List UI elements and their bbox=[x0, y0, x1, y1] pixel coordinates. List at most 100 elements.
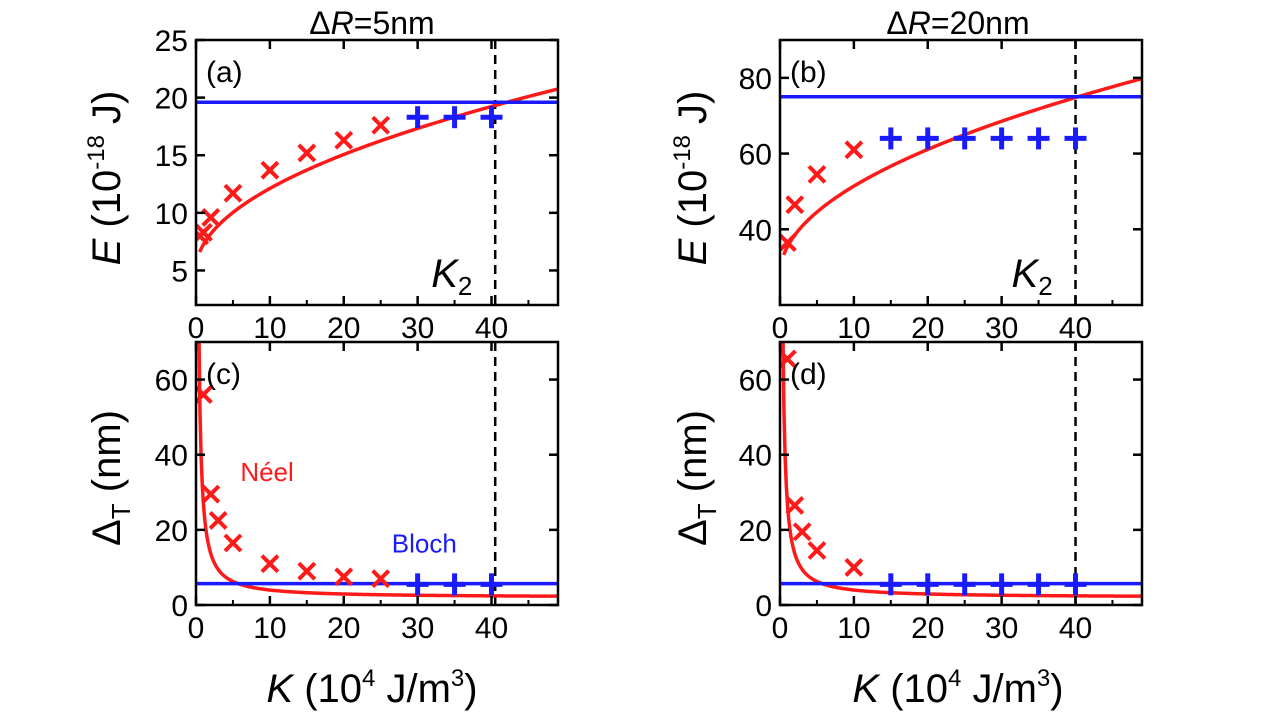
neel-label: Néel bbox=[240, 457, 293, 487]
neel-data-point bbox=[297, 143, 317, 163]
bloch-data-point bbox=[443, 106, 466, 129]
svg-text:ΔT (nm): ΔT (nm) bbox=[671, 410, 722, 546]
bloch-data-point bbox=[443, 573, 466, 596]
k2-label: K2 bbox=[431, 252, 472, 301]
svg-text:E (10-18 J): E (10-18 J) bbox=[83, 91, 129, 266]
bloch-data-point bbox=[1027, 573, 1050, 596]
y-tick-label: 60 bbox=[155, 365, 188, 398]
y-tick-label: 40 bbox=[739, 214, 772, 247]
panel-a: 0 10 20 30 40 5 10 15 20 25 (a) K2 bbox=[155, 25, 560, 345]
plot-area-d bbox=[780, 342, 1142, 605]
neel-theory-curve bbox=[197, 342, 558, 598]
y-tick-label: 40 bbox=[155, 440, 188, 473]
neel-data-point bbox=[223, 183, 243, 203]
bloch-data-point bbox=[1064, 127, 1087, 150]
neel-data-point bbox=[371, 115, 391, 135]
neel-data-point bbox=[780, 349, 797, 369]
panel-c: 0 10 20 30 40 0 20 40 60 (c) Néel Bloch bbox=[155, 340, 560, 645]
bloch-data-point bbox=[406, 106, 429, 129]
x-tick-label: 30 bbox=[401, 612, 434, 645]
y-tick-label: 15 bbox=[155, 140, 188, 173]
y-tick-label: 60 bbox=[739, 365, 772, 398]
bloch-data-point bbox=[916, 573, 939, 596]
neel-data-point bbox=[785, 195, 805, 215]
y-tick-label: 80 bbox=[739, 63, 772, 96]
neel-theory-curve bbox=[782, 76, 1142, 256]
svg-text:E (10-18 J): E (10-18 J) bbox=[669, 91, 715, 266]
column-title-right: ΔR=20nm bbox=[886, 5, 1029, 41]
neel-data-point bbox=[334, 130, 354, 150]
panel-label-c: (c) bbox=[206, 358, 241, 391]
y-tick-label: 20 bbox=[739, 515, 772, 548]
neel-data-point bbox=[807, 164, 827, 184]
x-tick-label: 0 bbox=[772, 312, 789, 345]
x-tick-label: 30 bbox=[985, 612, 1018, 645]
y-tick-label: 40 bbox=[739, 440, 772, 473]
bloch-data-point bbox=[879, 127, 902, 150]
axes-frame-c bbox=[194, 340, 560, 607]
bloch-data-point bbox=[1027, 127, 1050, 150]
bloch-data-point bbox=[879, 573, 902, 596]
x-tick-label: 10 bbox=[837, 612, 870, 645]
y-axis-label-c: ΔT (nm) bbox=[85, 410, 136, 546]
neel-data-point bbox=[371, 569, 391, 589]
neel-data-point bbox=[297, 561, 317, 581]
x-tick-label: 10 bbox=[253, 312, 286, 345]
axes-frame-a bbox=[194, 38, 560, 307]
x-tick-label: 20 bbox=[911, 612, 944, 645]
x-tick-label: 20 bbox=[327, 612, 360, 645]
y-tick-label: 20 bbox=[155, 515, 188, 548]
y-axis-label-d: ΔT (nm) bbox=[671, 410, 722, 546]
x-tick-label: 40 bbox=[475, 312, 508, 345]
neel-theory-curve bbox=[781, 342, 1142, 598]
bloch-data-point bbox=[480, 106, 503, 129]
neel-data-point bbox=[792, 522, 812, 542]
k2-label: K2 bbox=[1012, 252, 1053, 301]
x-tick-label: 30 bbox=[985, 312, 1018, 345]
y-axis-label-b: E (10-18 J) bbox=[669, 91, 715, 266]
svg-text:ΔT (nm): ΔT (nm) bbox=[85, 410, 136, 546]
x-axis-label-right: K (104 J/m3) bbox=[852, 665, 1063, 711]
x-tick-label: 0 bbox=[772, 612, 789, 645]
bloch-data-point bbox=[953, 573, 976, 596]
bloch-data-point bbox=[990, 573, 1013, 596]
x-tick-label: 10 bbox=[837, 312, 870, 345]
x-tick-label: 10 bbox=[253, 612, 286, 645]
y-tick-label: 20 bbox=[155, 83, 188, 116]
panel-b: 0 10 20 30 40 40 60 80 (b) K2 bbox=[739, 38, 1144, 345]
y-tick-label: 60 bbox=[739, 139, 772, 172]
bloch-label: Bloch bbox=[392, 528, 457, 558]
y-tick-label: 0 bbox=[755, 590, 772, 623]
neel-data-point bbox=[807, 541, 827, 560]
x-tick-label: 40 bbox=[1059, 612, 1092, 645]
axes-frame-d bbox=[778, 340, 1144, 607]
bloch-data-point bbox=[406, 573, 429, 596]
x-axis-label-left: K (104 J/m3) bbox=[266, 665, 477, 711]
plot-area-a bbox=[196, 40, 558, 305]
y-tick-label: 25 bbox=[155, 25, 188, 58]
neel-data-point bbox=[844, 140, 864, 160]
panel-d: 0 10 20 30 40 0 20 40 60 (d) bbox=[739, 340, 1144, 645]
panel-label-b: (b) bbox=[790, 56, 827, 89]
neel-data-point bbox=[785, 496, 805, 515]
bloch-data-point bbox=[480, 573, 503, 596]
panel-label-a: (a) bbox=[206, 56, 243, 89]
neel-data-point bbox=[196, 226, 210, 246]
y-tick-label: 5 bbox=[171, 255, 188, 288]
neel-theory-curve bbox=[198, 87, 558, 253]
x-tick-label: 0 bbox=[188, 612, 205, 645]
column-title-left: ΔR=5nm bbox=[309, 5, 434, 41]
axes-frame-b bbox=[778, 38, 1144, 307]
y-tick-label: 10 bbox=[155, 198, 188, 231]
bloch-data-point bbox=[990, 127, 1013, 150]
panel-label-d: (d) bbox=[790, 358, 827, 391]
x-tick-label: 40 bbox=[1059, 312, 1092, 345]
x-tick-label: 20 bbox=[327, 312, 360, 345]
neel-data-point bbox=[780, 233, 797, 252]
y-tick-label: 0 bbox=[171, 590, 188, 623]
neel-data-point bbox=[260, 160, 280, 180]
x-tick-label: 30 bbox=[401, 312, 434, 345]
x-tick-label: 0 bbox=[188, 312, 205, 345]
x-tick-label: 20 bbox=[911, 312, 944, 345]
